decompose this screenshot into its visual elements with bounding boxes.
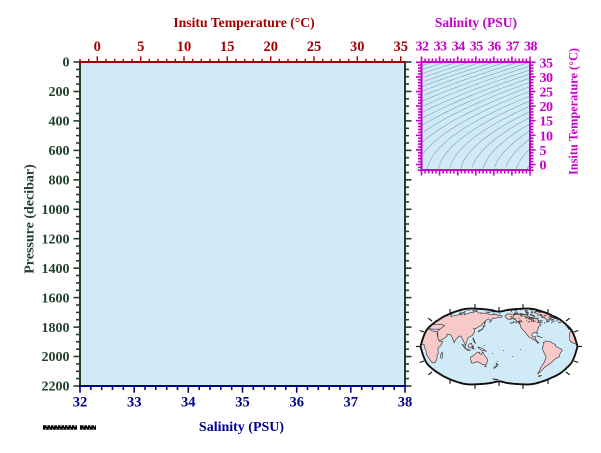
svg-text:38: 38 <box>524 40 538 55</box>
svg-text:400: 400 <box>49 115 70 130</box>
svg-text:Insitu Temperature (°C): Insitu Temperature (°C) <box>173 15 314 31</box>
svg-text:1400: 1400 <box>42 262 70 277</box>
svg-text:800: 800 <box>49 174 70 189</box>
svg-text:35: 35 <box>393 39 408 55</box>
svg-text:5: 5 <box>540 144 547 159</box>
svg-text:2200: 2200 <box>42 380 70 395</box>
svg-text:20: 20 <box>263 39 278 55</box>
svg-text:0: 0 <box>540 159 547 174</box>
svg-text:10: 10 <box>177 39 192 55</box>
svg-text:32: 32 <box>73 395 88 411</box>
svg-text:30: 30 <box>540 71 554 86</box>
svg-text:34: 34 <box>452 40 466 55</box>
svg-text:33: 33 <box>434 40 448 55</box>
svg-text:1600: 1600 <box>42 291 70 306</box>
svg-text:600: 600 <box>49 144 70 159</box>
svg-text:32: 32 <box>416 40 430 55</box>
svg-text:35: 35 <box>235 395 250 411</box>
svg-text:35: 35 <box>470 40 484 55</box>
svg-text:5: 5 <box>137 39 144 55</box>
svg-text:38: 38 <box>398 395 413 411</box>
svg-text:0: 0 <box>94 39 101 55</box>
svg-text:25: 25 <box>540 86 554 101</box>
svg-text:34: 34 <box>181 395 196 411</box>
svg-text:35: 35 <box>540 56 554 71</box>
svg-text:20: 20 <box>540 100 554 115</box>
svg-text:15: 15 <box>220 39 235 55</box>
svg-text:Salinity (PSU): Salinity (PSU) <box>435 15 517 30</box>
svg-text:0: 0 <box>63 56 70 71</box>
svg-text:Salinity (PSU): Salinity (PSU) <box>199 420 285 435</box>
svg-text:1200: 1200 <box>42 232 70 247</box>
svg-text:33: 33 <box>127 395 142 411</box>
svg-text:37: 37 <box>506 40 520 55</box>
svg-text:15: 15 <box>540 115 554 130</box>
svg-text:36: 36 <box>488 40 502 55</box>
svg-text:Insitu Temperature (°C): Insitu Temperature (°C) <box>567 48 581 175</box>
svg-text:37: 37 <box>344 395 359 411</box>
svg-text:30: 30 <box>350 39 365 55</box>
svg-text:10: 10 <box>540 129 554 144</box>
svg-text:1800: 1800 <box>42 321 70 336</box>
svg-text:1000: 1000 <box>42 203 70 218</box>
svg-text:2000: 2000 <box>42 350 70 365</box>
svg-text:36: 36 <box>289 395 304 411</box>
svg-text:Pressure (decibar): Pressure (decibar) <box>23 164 38 274</box>
svg-text:200: 200 <box>49 85 70 100</box>
svg-text:25: 25 <box>307 39 322 55</box>
